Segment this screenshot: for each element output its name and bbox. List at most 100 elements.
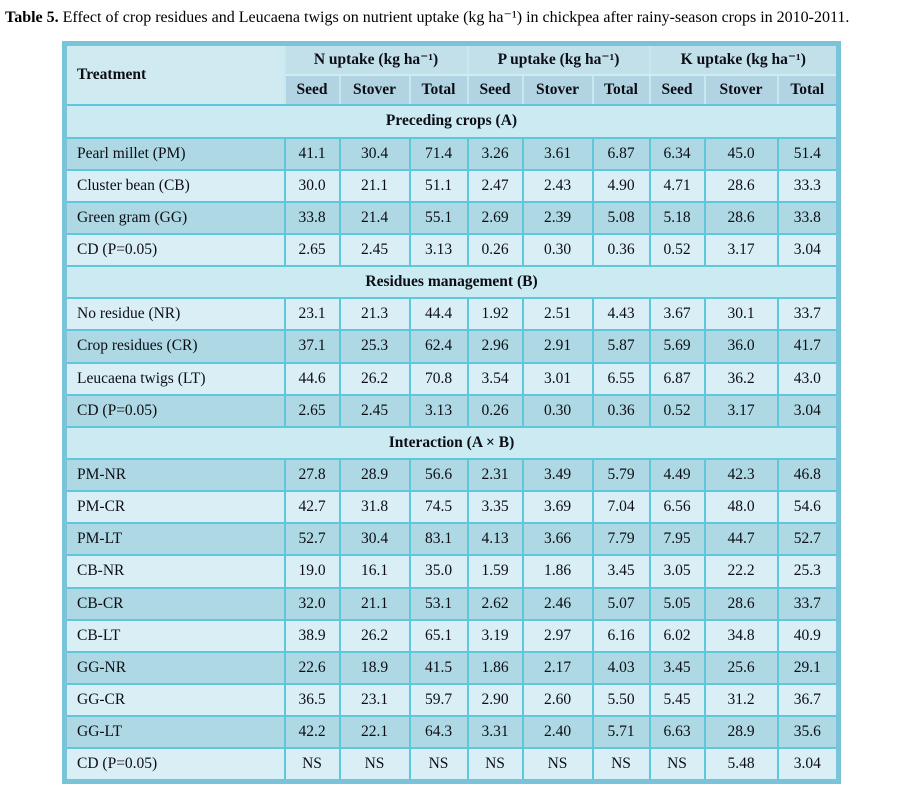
value-cell: 44.6 bbox=[283, 361, 341, 396]
value-cell: 4.13 bbox=[466, 522, 524, 557]
value-cell: 65.1 bbox=[408, 618, 469, 653]
col-header-n-stover: Stover bbox=[338, 74, 411, 107]
table-row: Green gram (GG) 33.8 21.4 55.1 2.69 2.39 5.08 5… bbox=[63, 200, 840, 235]
table-row: CD (P=0.05) NS NS NS NS NS NS NS 5.48 3.04 bbox=[63, 747, 840, 783]
value-cell: 3.45 bbox=[591, 554, 651, 589]
treatment-cell: Leucaena twigs (LT) bbox=[63, 361, 286, 396]
col-header-p-stover: Stover bbox=[521, 74, 594, 107]
table-row: CD (P=0.05) 2.65 2.45 3.13 0.26 0.30 0.36 0.52 3… bbox=[63, 393, 840, 428]
table-row: Crop residues (CR) 37.1 25.3 62.4 2.96 2.91 5.… bbox=[63, 329, 840, 364]
value-cell: 6.16 bbox=[591, 618, 651, 653]
treatment-cell: CB-CR bbox=[63, 586, 286, 621]
value-cell: 22.2 bbox=[703, 554, 779, 589]
value-cell: 53.1 bbox=[408, 586, 469, 621]
value-cell: 42.3 bbox=[703, 457, 779, 493]
value-cell: 1.92 bbox=[466, 297, 524, 332]
value-cell: 34.8 bbox=[703, 618, 779, 653]
value-cell: 6.63 bbox=[648, 715, 706, 750]
table-row: PM-LT 52.7 30.4 83.1 4.13 3.66 7.79 7.95 44.7 52.… bbox=[63, 522, 840, 557]
value-cell: 4.03 bbox=[591, 650, 651, 685]
table-body: Preceding crops (A) Pearl millet (PM) 41.1… bbox=[63, 104, 840, 783]
value-cell: 2.43 bbox=[521, 168, 594, 203]
table-row: GG-CR 36.5 23.1 59.7 2.90 2.60 5.50 5.45 31.2 36.… bbox=[63, 682, 840, 718]
value-cell: 5.50 bbox=[591, 682, 651, 718]
value-cell: 3.17 bbox=[703, 393, 779, 428]
value-cell: 19.0 bbox=[283, 554, 341, 589]
value-cell: 28.9 bbox=[338, 457, 411, 493]
value-cell: 36.7 bbox=[776, 682, 840, 718]
value-cell: 37.1 bbox=[283, 329, 341, 364]
value-cell: 18.9 bbox=[338, 650, 411, 685]
value-cell: 2.17 bbox=[521, 650, 594, 685]
section-header-row: Residues management (B) bbox=[63, 265, 840, 300]
value-cell: 40.9 bbox=[776, 618, 840, 653]
value-cell: 3.49 bbox=[521, 457, 594, 493]
value-cell: 41.5 bbox=[408, 650, 469, 685]
table-row: Leucaena twigs (LT) 44.6 26.2 70.8 3.54 3.01 6… bbox=[63, 361, 840, 396]
value-cell: 3.04 bbox=[776, 393, 840, 428]
section-header-row: Preceding crops (A) bbox=[63, 104, 840, 139]
value-cell: 56.6 bbox=[408, 457, 469, 493]
value-cell: 36.2 bbox=[703, 361, 779, 396]
value-cell: 0.30 bbox=[521, 232, 594, 268]
treatment-cell: Crop residues (CR) bbox=[63, 329, 286, 364]
table-row: CB-NR 19.0 16.1 35.0 1.59 1.86 3.45 3.05 22.2 25.… bbox=[63, 554, 840, 589]
value-cell: 33.3 bbox=[776, 168, 840, 203]
value-cell: 33.8 bbox=[283, 200, 341, 235]
value-cell: 5.79 bbox=[591, 457, 651, 493]
value-cell: 0.26 bbox=[466, 232, 524, 268]
value-cell: 41.1 bbox=[283, 136, 341, 171]
value-cell: 3.26 bbox=[466, 136, 524, 171]
table-row: PM-CR 42.7 31.8 74.5 3.35 3.69 7.04 6.56 48.0 54.… bbox=[63, 490, 840, 525]
table-row: CB-CR 32.0 21.1 53.1 2.62 2.46 5.07 5.05 28.6 33.… bbox=[63, 586, 840, 621]
value-cell: 51.1 bbox=[408, 168, 469, 203]
value-cell: 6.02 bbox=[648, 618, 706, 653]
value-cell: 31.8 bbox=[338, 490, 411, 525]
value-cell: NS bbox=[591, 747, 651, 783]
value-cell: 21.4 bbox=[338, 200, 411, 235]
value-cell: NS bbox=[466, 747, 524, 783]
section-title: Interaction (A × B) bbox=[63, 425, 840, 460]
value-cell: NS bbox=[283, 747, 341, 783]
treatment-cell: GG-NR bbox=[63, 650, 286, 685]
value-cell: 35.0 bbox=[408, 554, 469, 589]
value-cell: 33.8 bbox=[776, 200, 840, 235]
value-cell: 2.62 bbox=[466, 586, 524, 621]
value-cell: 1.86 bbox=[521, 554, 594, 589]
treatment-cell: Pearl millet (PM) bbox=[63, 136, 286, 171]
value-cell: 3.31 bbox=[466, 715, 524, 750]
value-cell: 5.45 bbox=[648, 682, 706, 718]
value-cell: 0.36 bbox=[591, 232, 651, 268]
value-cell: 4.43 bbox=[591, 297, 651, 332]
treatment-cell: No residue (NR) bbox=[63, 297, 286, 332]
value-cell: 5.08 bbox=[591, 200, 651, 235]
value-cell: 21.3 bbox=[338, 297, 411, 332]
table-row: GG-LT 42.2 22.1 64.3 3.31 2.40 5.71 6.63 28.9 35.… bbox=[63, 715, 840, 750]
value-cell: 2.31 bbox=[466, 457, 524, 493]
value-cell: 28.9 bbox=[703, 715, 779, 750]
value-cell: 2.60 bbox=[521, 682, 594, 718]
value-cell: 2.97 bbox=[521, 618, 594, 653]
value-cell: 33.7 bbox=[776, 297, 840, 332]
value-cell: 3.13 bbox=[408, 232, 469, 268]
value-cell: 1.59 bbox=[466, 554, 524, 589]
table-row: GG-NR 22.6 18.9 41.5 1.86 2.17 4.03 3.45 25.6 29.… bbox=[63, 650, 840, 685]
value-cell: 7.79 bbox=[591, 522, 651, 557]
value-cell: 5.18 bbox=[648, 200, 706, 235]
value-cell: 2.45 bbox=[338, 393, 411, 428]
value-cell: 2.40 bbox=[521, 715, 594, 750]
value-cell: 71.4 bbox=[408, 136, 469, 171]
treatment-cell: GG-LT bbox=[63, 715, 286, 750]
value-cell: 6.56 bbox=[648, 490, 706, 525]
value-cell: 6.34 bbox=[648, 136, 706, 171]
table-row: CD (P=0.05) 2.65 2.45 3.13 0.26 0.30 0.36 0.52 3… bbox=[63, 232, 840, 268]
col-header-n-seed: Seed bbox=[283, 74, 341, 107]
value-cell: 30.0 bbox=[283, 168, 341, 203]
value-cell: 25.6 bbox=[703, 650, 779, 685]
value-cell: 33.7 bbox=[776, 586, 840, 621]
table-row: CB-LT 38.9 26.2 65.1 3.19 2.97 6.16 6.02 34.8 40.… bbox=[63, 618, 840, 653]
value-cell: 21.1 bbox=[338, 586, 411, 621]
value-cell: 23.1 bbox=[338, 682, 411, 718]
col-header-k-stover: Stover bbox=[703, 74, 779, 107]
